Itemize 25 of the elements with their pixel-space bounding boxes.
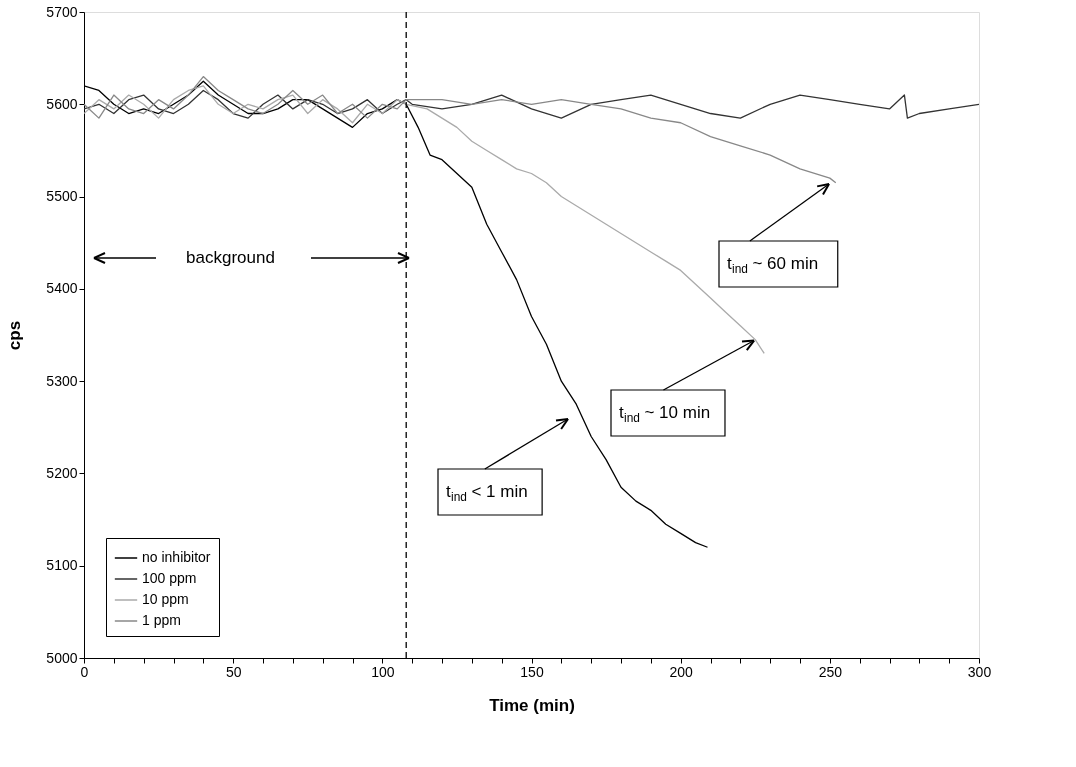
legend-label: 1 ppm bbox=[142, 612, 181, 628]
y-tick-label: 5200 bbox=[46, 464, 78, 481]
legend-label: 100 ppm bbox=[142, 570, 197, 586]
x-axis-title: Time (min) bbox=[489, 695, 575, 715]
y-tick-label: 5000 bbox=[46, 649, 78, 666]
x-tick-label: 0 bbox=[80, 663, 89, 680]
x-tick-label: 50 bbox=[225, 663, 242, 680]
y-tick-label: 5500 bbox=[46, 188, 78, 205]
legend-label: 10 ppm bbox=[142, 591, 189, 607]
x-tick-label: 200 bbox=[669, 663, 694, 680]
y-tick-label: 5400 bbox=[46, 280, 78, 297]
y-tick-label: 5700 bbox=[46, 3, 78, 20]
y-tick-label: 5600 bbox=[46, 95, 78, 112]
y-axis-title: cps bbox=[5, 320, 25, 351]
line-series bbox=[84, 75, 837, 184]
legend-label: no inhibitor bbox=[142, 549, 211, 565]
line-series bbox=[84, 85, 765, 355]
x-tick-label: 250 bbox=[818, 663, 843, 680]
line-series bbox=[84, 89, 979, 119]
y-tick-label: 5100 bbox=[46, 557, 78, 574]
y-tick-label: 5300 bbox=[46, 372, 78, 389]
x-tick-label: 100 bbox=[371, 663, 395, 680]
x-tick-label: 150 bbox=[520, 663, 544, 680]
x-tick-label: 300 bbox=[967, 663, 992, 680]
annotation: background bbox=[186, 248, 275, 267]
